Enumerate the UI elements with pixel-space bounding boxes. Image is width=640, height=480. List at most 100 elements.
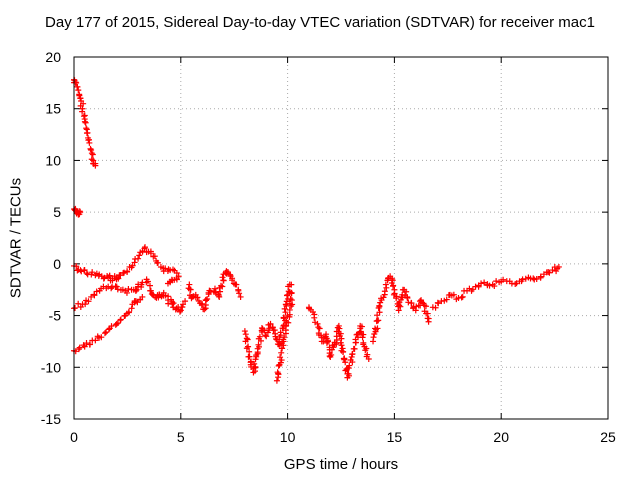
data-point-fill	[419, 299, 426, 306]
y-tick-label: 15	[45, 101, 61, 117]
data-point-fill	[461, 287, 468, 294]
data-point-fill	[279, 339, 286, 346]
data-point-fill	[111, 273, 118, 280]
chart-title: Day 177 of 2015, Sidereal Day-to-day VTE…	[45, 14, 595, 31]
data-point-fill	[88, 150, 95, 157]
data-point	[263, 333, 270, 340]
data-point-fill	[80, 113, 87, 120]
data-point-fill	[180, 301, 187, 308]
data-point-fill	[360, 341, 367, 348]
plot-frame	[73, 56, 609, 420]
x-axis-label: GPS time / hours	[283, 456, 399, 473]
data-point-fill	[417, 302, 424, 309]
data-point-fill	[252, 364, 259, 371]
data-point-fill	[229, 277, 236, 284]
data-point-fill	[204, 295, 211, 302]
data-point-fill	[85, 298, 92, 305]
data-point-fill	[217, 288, 224, 295]
data-point-fill	[286, 300, 293, 307]
data-point-fill	[236, 290, 243, 297]
data-point-fill	[256, 333, 263, 340]
data-point-fill	[112, 283, 119, 290]
data-point-fill	[422, 303, 429, 310]
data-point-fill	[76, 344, 83, 351]
data-point-fill	[360, 331, 367, 338]
data-point-fill	[254, 349, 261, 356]
data-point-fill	[87, 145, 94, 152]
data-point	[177, 307, 184, 314]
data-point	[211, 285, 218, 292]
data-point	[549, 267, 556, 274]
data-point-fill	[173, 270, 180, 277]
data-point-fill	[235, 286, 242, 293]
data-point-fill	[383, 284, 390, 291]
data-point-fill	[276, 361, 283, 368]
data-point-fill	[453, 296, 460, 303]
data-point-fill	[404, 294, 411, 301]
data-point-fill	[326, 353, 333, 360]
data-point-fill	[288, 303, 295, 310]
data-point-fill	[351, 345, 358, 352]
data-point-fill	[432, 304, 439, 311]
data-point-fill	[132, 256, 139, 263]
data-point-fill	[546, 269, 553, 276]
data-point-fill	[109, 277, 116, 284]
data-point-fill	[77, 95, 84, 102]
data-point-fill	[165, 300, 172, 307]
data-point-fill	[266, 325, 273, 332]
data-point-fill	[512, 280, 519, 287]
data-point-fill	[77, 304, 84, 311]
data-point-fill	[155, 294, 162, 301]
data-point-fill	[217, 282, 224, 289]
x-tick-label: 20	[493, 429, 509, 445]
data-point-fill	[370, 334, 377, 341]
data-point-fill	[312, 319, 319, 326]
data-point-fill	[376, 309, 383, 316]
data-point-fill	[357, 328, 364, 335]
data-point	[186, 281, 193, 288]
data-point-fill	[139, 248, 146, 255]
data-point-fill	[85, 137, 92, 144]
data-point-fill	[133, 286, 140, 293]
data-point-fill	[328, 351, 335, 358]
data-point-fill	[80, 100, 87, 107]
data-point-fill	[165, 293, 172, 300]
data-point-fill	[207, 287, 214, 294]
data-point-fill	[124, 268, 131, 275]
data-point-fill	[108, 323, 115, 330]
data-point-fill	[167, 278, 174, 285]
data-point-fill	[242, 331, 249, 338]
data-point-fill	[119, 286, 126, 293]
data-point-fill	[500, 276, 507, 283]
data-point-fill	[89, 337, 96, 344]
data-point-fill	[154, 259, 161, 266]
data-point-fill	[364, 351, 371, 358]
data-point-fill	[281, 305, 288, 312]
data-point-fill	[245, 343, 252, 350]
data-point-fill	[243, 335, 250, 342]
data-point-fill	[408, 299, 415, 306]
data-point-fill	[459, 293, 466, 300]
data-point-fill	[194, 294, 201, 301]
data-point-fill	[518, 278, 525, 285]
data-point-fill	[533, 275, 540, 282]
data-point-fill	[377, 299, 384, 306]
data-point-fill	[89, 269, 96, 276]
data-point-fill	[83, 125, 90, 132]
data-point-fill	[101, 330, 108, 337]
data-point-fill	[219, 274, 226, 281]
data-point-fill	[435, 300, 442, 307]
data-point-fill	[273, 336, 280, 343]
data-point-fill	[349, 350, 356, 357]
data-point-fill	[338, 342, 345, 349]
data-point-fill	[341, 356, 348, 363]
data-point-fill	[553, 268, 560, 275]
data-point-fill	[359, 334, 366, 341]
data-point-fill	[393, 295, 400, 302]
data-point-fill	[81, 112, 88, 119]
data-point-fill	[75, 300, 82, 307]
data-point-fill	[288, 289, 295, 296]
data-point	[88, 293, 95, 300]
data-point-fill	[78, 268, 85, 275]
x-tick-label: 15	[387, 429, 403, 445]
